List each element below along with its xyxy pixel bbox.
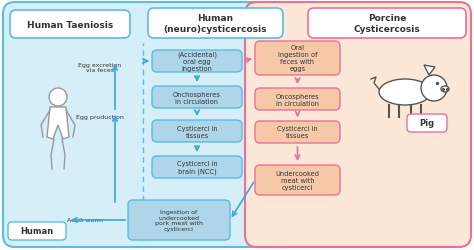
- FancyBboxPatch shape: [3, 3, 298, 247]
- FancyBboxPatch shape: [255, 122, 340, 144]
- FancyBboxPatch shape: [128, 200, 230, 240]
- Text: Onchospheres
in circulation: Onchospheres in circulation: [173, 91, 221, 104]
- Circle shape: [421, 76, 447, 102]
- Text: Human Taeniosis: Human Taeniosis: [27, 20, 113, 30]
- FancyBboxPatch shape: [255, 42, 340, 76]
- Text: Oral
ingestion of
feces with
eggs: Oral ingestion of feces with eggs: [278, 45, 317, 72]
- FancyBboxPatch shape: [255, 165, 340, 195]
- FancyBboxPatch shape: [308, 9, 466, 39]
- Text: Pig: Pig: [419, 119, 435, 128]
- Text: Egg production: Egg production: [76, 115, 124, 120]
- Text: Cysticerci in
tissues: Cysticerci in tissues: [177, 125, 217, 138]
- Text: (Accidental)
oral egg
ingestion: (Accidental) oral egg ingestion: [177, 52, 217, 72]
- FancyBboxPatch shape: [8, 222, 66, 240]
- Text: Undercooked
meat with
cysticerci: Undercooked meat with cysticerci: [275, 170, 319, 190]
- Text: Egg excretion
via feces: Egg excretion via feces: [78, 62, 122, 73]
- Text: Human
(neuro)cysticercosis: Human (neuro)cysticercosis: [163, 14, 267, 34]
- FancyBboxPatch shape: [152, 87, 242, 108]
- FancyBboxPatch shape: [148, 9, 283, 39]
- Polygon shape: [424, 66, 435, 76]
- Text: Adult worm: Adult worm: [67, 218, 103, 222]
- Ellipse shape: [441, 87, 449, 93]
- Circle shape: [49, 89, 67, 106]
- Text: Cysticerci in
tissues: Cysticerci in tissues: [277, 126, 318, 139]
- FancyBboxPatch shape: [152, 51, 242, 73]
- Text: Human: Human: [20, 226, 54, 235]
- FancyBboxPatch shape: [152, 120, 242, 142]
- FancyBboxPatch shape: [245, 3, 471, 247]
- Text: Cysticerci in
brain (NCC): Cysticerci in brain (NCC): [177, 160, 217, 174]
- Ellipse shape: [379, 80, 431, 106]
- FancyBboxPatch shape: [152, 156, 242, 178]
- FancyBboxPatch shape: [407, 114, 447, 132]
- Text: Oncospheres
in circulation: Oncospheres in circulation: [276, 93, 319, 106]
- Text: Porcine
Cysticercosis: Porcine Cysticercosis: [354, 14, 420, 34]
- FancyBboxPatch shape: [255, 89, 340, 110]
- FancyBboxPatch shape: [10, 11, 130, 39]
- Text: Ingestion of
undercooked
pork meat with
cysticerci: Ingestion of undercooked pork meat with …: [155, 209, 203, 231]
- Polygon shape: [47, 108, 69, 140]
